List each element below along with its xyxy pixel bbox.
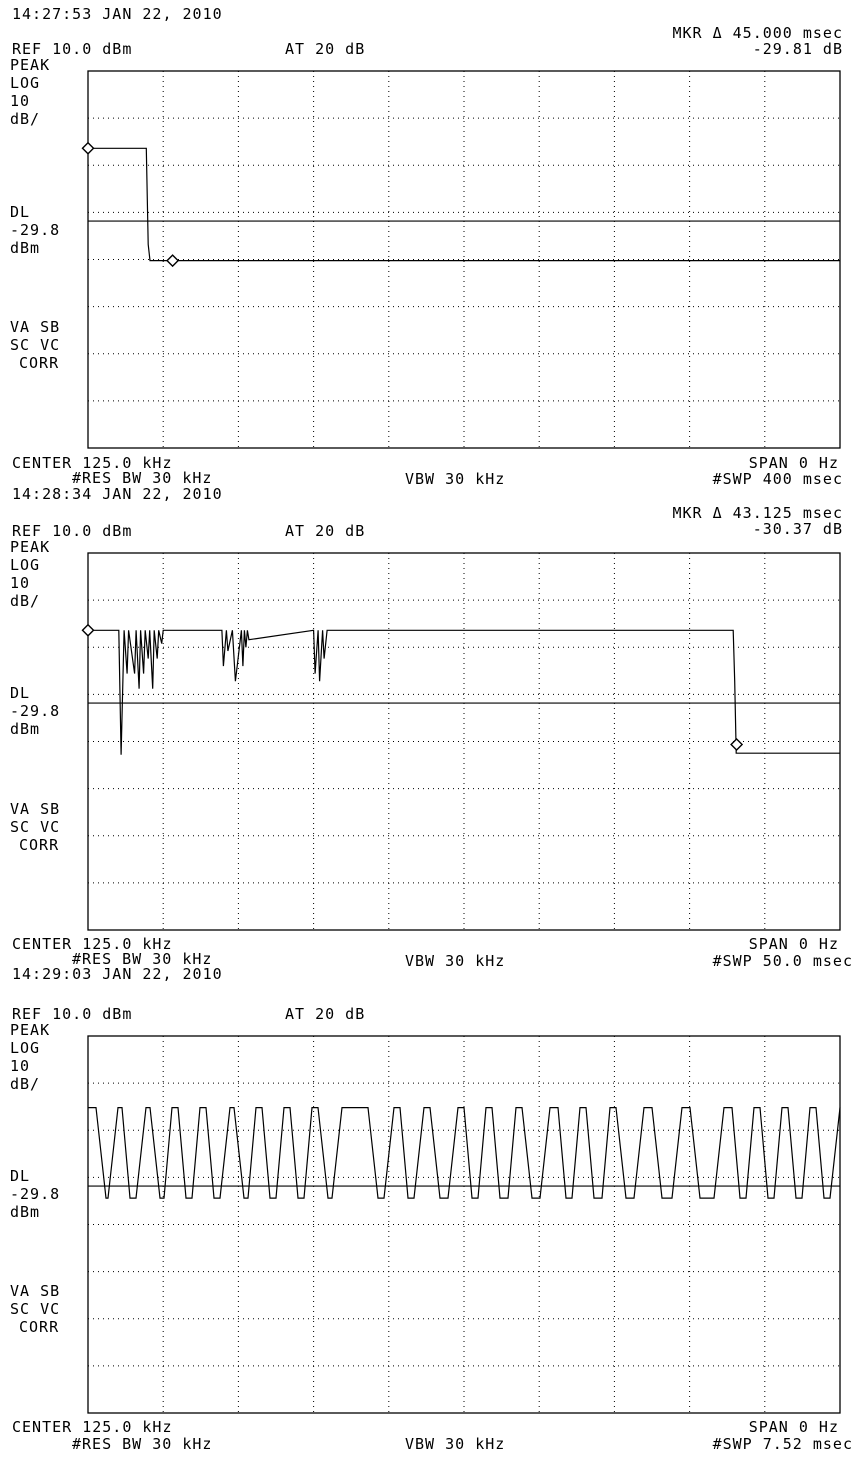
display-line-value: -29.8	[10, 221, 61, 239]
scale-type-label: LOG	[10, 556, 41, 574]
plot-2	[81, 552, 841, 931]
marker-diamond	[81, 623, 95, 637]
scale-value-label: 10	[10, 1057, 31, 1075]
display-line-value: -29.8	[10, 1185, 61, 1203]
display-line-unit: dBm	[10, 239, 41, 257]
ref-level: REF 10.0 dBm	[12, 522, 133, 540]
display-line-unit: dBm	[10, 720, 41, 738]
resolution-bandwidth: #RES BW 30 kHz	[72, 469, 213, 487]
corr-label: CORR	[19, 1318, 60, 1336]
center-frequency: CENTER 125.0 kHz	[12, 454, 173, 472]
marker-delta-time: MKR Δ 43.125 msec	[672, 504, 843, 522]
span: SPAN 0 Hz	[748, 454, 839, 472]
corr-label: CORR	[19, 836, 60, 854]
timestamp: 14:27:53 JAN 22, 2010	[12, 5, 223, 23]
scale-value-label: 10	[10, 574, 31, 592]
detector-label: PEAK	[10, 538, 51, 556]
detector-label: PEAK	[10, 56, 51, 74]
attenuation: AT 20 dB	[285, 40, 366, 58]
marker-diamond	[166, 254, 180, 268]
scale-unit-label: dB/	[10, 110, 41, 128]
scale-unit-label: dB/	[10, 592, 41, 610]
scale-type-label: LOG	[10, 74, 41, 92]
sweep-time: #SWP 50.0 msec	[712, 952, 853, 970]
va-sb-label: VA SB	[10, 800, 61, 818]
ref-level: REF 10.0 dBm	[12, 40, 133, 58]
plot-frame	[87, 70, 841, 449]
scale-unit-label: dB/	[10, 1075, 41, 1093]
resolution-bandwidth: #RES BW 30 kHz	[72, 950, 213, 968]
center-frequency: CENTER 125.0 kHz	[12, 1418, 173, 1436]
sweep-time: #SWP 7.52 msec	[712, 1435, 853, 1453]
display-line-label: DL	[10, 684, 31, 702]
marker-delta-time: MKR Δ 45.000 msec	[672, 24, 843, 42]
sc-vc-label: SC VC	[10, 818, 61, 836]
span: SPAN 0 Hz	[748, 1418, 839, 1436]
marker-delta-amplitude: -30.37 dB	[752, 520, 843, 538]
marker-diamond	[81, 141, 95, 155]
plot-frame	[87, 552, 841, 931]
plot-3	[87, 1035, 841, 1414]
video-bandwidth: VBW 30 kHz	[405, 470, 506, 488]
va-sb-label: VA SB	[10, 318, 61, 336]
center-frequency: CENTER 125.0 kHz	[12, 935, 173, 953]
timestamp: 14:29:03 JAN 22, 2010	[12, 965, 223, 983]
display-line-label: DL	[10, 203, 31, 221]
trace-line	[88, 147, 840, 262]
trace-line	[88, 1106, 841, 1199]
sweep-time: #SWP 400 msec	[712, 470, 843, 488]
attenuation: AT 20 dB	[285, 1005, 366, 1023]
display-line-value: -29.8	[10, 702, 61, 720]
scale-type-label: LOG	[10, 1039, 41, 1057]
sc-vc-label: SC VC	[10, 336, 61, 354]
corr-label: CORR	[19, 354, 60, 372]
marker-diamond	[730, 738, 744, 752]
display-line-label: DL	[10, 1167, 31, 1185]
display-line-unit: dBm	[10, 1203, 41, 1221]
scale-value-label: 10	[10, 92, 31, 110]
ref-level: REF 10.0 dBm	[12, 1005, 133, 1023]
resolution-bandwidth: #RES BW 30 kHz	[72, 1435, 213, 1453]
span: SPAN 0 Hz	[748, 935, 839, 953]
va-sb-label: VA SB	[10, 1282, 61, 1300]
sc-vc-label: SC VC	[10, 1300, 61, 1318]
detector-label: PEAK	[10, 1021, 51, 1039]
timestamp: 14:28:34 JAN 22, 2010	[12, 485, 223, 503]
attenuation: AT 20 dB	[285, 522, 366, 540]
plot-frame	[87, 1035, 841, 1414]
plot-1	[81, 70, 841, 449]
video-bandwidth: VBW 30 kHz	[405, 952, 506, 970]
video-bandwidth: VBW 30 kHz	[405, 1435, 506, 1453]
trace-line	[88, 629, 840, 755]
marker-delta-amplitude: -29.81 dB	[752, 40, 843, 58]
